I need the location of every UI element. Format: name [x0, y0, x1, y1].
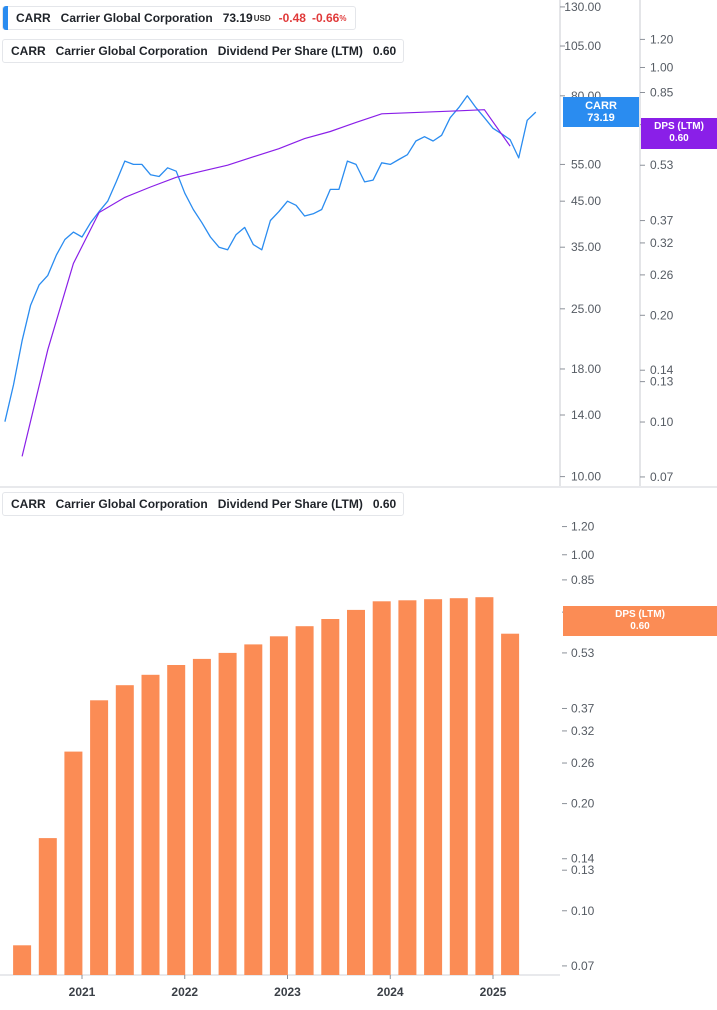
- legend-metric: Dividend Per Share (LTM): [217, 44, 363, 58]
- x-axis-tick-label: 2022: [171, 985, 198, 999]
- legend-dps-bottom[interactable]: CARR Carrier Global Corporation Dividend…: [2, 492, 404, 516]
- price-axis-tick-label: 10.00: [571, 470, 601, 484]
- dps-bar: [372, 601, 391, 975]
- legend-metric: Dividend Per Share (LTM): [217, 497, 363, 511]
- bottom-axis-tick-label: 1.00: [571, 548, 595, 562]
- bottom-axis-tick-label: 0.20: [571, 797, 595, 811]
- legend-price-value: 73.19: [222, 11, 253, 25]
- dps-tag-bottom-value: 0.60: [630, 621, 650, 632]
- bottom-axis-tick-label: 0.10: [571, 904, 595, 918]
- legend-change-pct: -0.66: [311, 11, 340, 25]
- legend-price-swatch: [3, 6, 8, 30]
- x-axis-tick-label: 2024: [377, 985, 404, 999]
- dps-series-line: [21, 109, 511, 457]
- dps-axis-tick-label: 0.37: [650, 214, 674, 228]
- price-tag: CARR 73.19: [563, 97, 639, 127]
- legend-company: Carrier Global Corporation: [60, 11, 213, 25]
- dps-tag-top-label: DPS (LTM): [654, 121, 704, 132]
- price-series-line: [4, 95, 537, 422]
- dps-axis-tick-label: 0.07: [650, 470, 674, 484]
- dps-bar: [475, 597, 494, 975]
- price-axis-tick-label: 105.00: [564, 39, 601, 53]
- dps-bar: [269, 636, 288, 975]
- x-axis-tick-label: 2023: [274, 985, 301, 999]
- dps-bar: [64, 751, 83, 975]
- bottom-axis-tick-label: 0.32: [571, 724, 595, 738]
- x-axis-tick-label: 2021: [69, 985, 96, 999]
- dps-axis-tick-label: 0.32: [650, 236, 674, 250]
- legend-ticker: CARR: [11, 497, 46, 511]
- dps-axis-tick-label: 0.20: [650, 308, 674, 322]
- price-axis-tick-label: 130.00: [564, 0, 601, 14]
- bottom-axis-tick-label: 0.37: [571, 701, 595, 715]
- price-axis-tick-label: 45.00: [571, 194, 601, 208]
- dps-tag-bottom: DPS (LTM) 0.60: [563, 606, 717, 636]
- dps-bar: [244, 644, 263, 975]
- bottom-axis-tick-label: 1.20: [571, 520, 595, 534]
- legend-dps-value: 0.60: [372, 44, 397, 58]
- legend-price[interactable]: CARR Carrier Global Corporation 73.19 US…: [2, 6, 356, 30]
- dps-bar: [449, 598, 468, 975]
- dps-bar: [398, 600, 417, 975]
- price-tag-value: 73.19: [587, 112, 615, 124]
- dps-axis-tick-label: 1.20: [650, 32, 674, 46]
- dps-axis-tick-label: 1.00: [650, 60, 674, 74]
- bottom-axis-tick-label: 0.85: [571, 573, 595, 587]
- price-axis-tick-label: 35.00: [571, 240, 601, 254]
- dps-bar: [13, 945, 32, 975]
- dps-bar: [424, 599, 443, 975]
- legend-company: Carrier Global Corporation: [55, 497, 208, 511]
- dps-bar: [90, 700, 109, 975]
- legend-company: Carrier Global Corporation: [55, 44, 208, 58]
- dps-bar: [321, 619, 340, 975]
- price-axis-tick-label: 14.00: [571, 408, 601, 422]
- dps-bar: [38, 838, 57, 975]
- bottom-axis-tick-label: 0.14: [571, 852, 595, 866]
- dps-axis-tick-label: 0.26: [650, 268, 674, 282]
- legend-ticker: CARR: [11, 44, 46, 58]
- dps-bar: [167, 665, 186, 975]
- bottom-axis-tick-label: 0.53: [571, 646, 595, 660]
- dps-axis-tick-label: 0.85: [650, 86, 674, 100]
- dps-tag-top: DPS (LTM) 0.60: [641, 118, 717, 149]
- bottom-axis-tick-label: 0.13: [571, 863, 595, 877]
- legend-change: -0.48: [278, 11, 306, 25]
- dps-axis-tick-label: 0.13: [650, 375, 674, 389]
- price-axis-tick-label: 25.00: [571, 302, 601, 316]
- dps-tag-top-value: 0.60: [669, 133, 689, 144]
- dps-bar: [115, 685, 134, 975]
- dps-axis-tick-label: 0.53: [650, 158, 674, 172]
- legend-dps-value: 0.60: [372, 497, 397, 511]
- dps-bar: [192, 658, 211, 975]
- dps-axis-tick-label: 0.10: [650, 415, 674, 429]
- legend-pct-sign: %: [339, 13, 347, 23]
- dps-axis-tick-label: 0.14: [650, 363, 674, 377]
- dps-bar: [501, 633, 520, 975]
- dps-bar: [141, 674, 160, 975]
- dps-bar: [295, 626, 314, 975]
- bottom-axis-tick-label: 0.07: [571, 959, 595, 973]
- price-axis-tick-label: 55.00: [571, 157, 601, 171]
- dps-bar: [218, 652, 237, 975]
- price-tag-label: CARR: [585, 100, 617, 112]
- x-axis-tick-label: 2025: [480, 985, 507, 999]
- legend-currency: USD: [253, 13, 271, 23]
- price-axis-tick-label: 18.00: [571, 362, 601, 376]
- dps-bar: [347, 609, 365, 975]
- legend-ticker: CARR: [16, 11, 51, 25]
- bottom-axis-tick-label: 0.26: [571, 756, 595, 770]
- dps-tag-bottom-label: DPS (LTM): [615, 609, 665, 620]
- legend-dps-top[interactable]: CARR Carrier Global Corporation Dividend…: [2, 39, 404, 63]
